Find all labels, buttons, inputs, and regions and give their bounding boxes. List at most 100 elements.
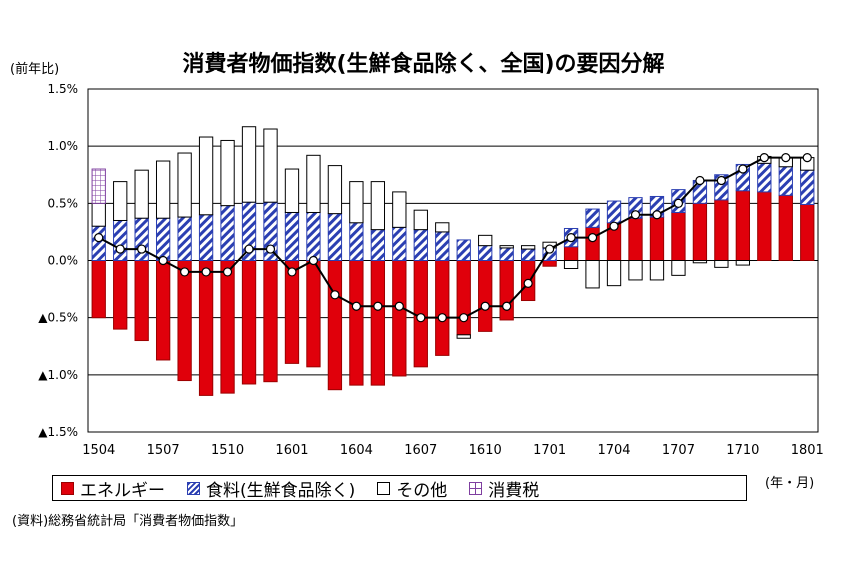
food-bar [284, 211, 300, 261]
cpi-line [94, 153, 812, 323]
y-tick-label: 1.0% [48, 139, 79, 153]
cpi-marker [652, 210, 662, 220]
food-bar [306, 211, 321, 261]
food-bar [456, 239, 471, 261]
energy-bar [456, 260, 471, 336]
other-bar [649, 260, 665, 281]
cpi-marker [244, 244, 254, 254]
legend-swatch-tax [469, 481, 483, 495]
cpi-marker [222, 267, 233, 277]
cpi-marker [330, 290, 340, 300]
energy-bar [585, 226, 600, 262]
cpi-marker [308, 255, 319, 266]
energy-bar [735, 190, 751, 261]
other-bar [714, 260, 729, 268]
energy-bar [692, 202, 708, 261]
axes: 1.5% 1.0% 0.5% 0.0% ▲0.5% ▲1.0% ▲1.5% 1504 1507 1… [38, 82, 824, 458]
other-bar [263, 128, 278, 203]
x-tick-label: 1604 [340, 443, 373, 458]
cpi-line-path [98, 156, 808, 319]
x-tick-label: 1701 [533, 443, 566, 458]
legend-item-tax: 消費税 [469, 476, 539, 501]
food-bar [392, 226, 407, 262]
food-bar [757, 162, 772, 193]
cpi-marker [94, 233, 104, 243]
cpi-marker [394, 301, 404, 311]
other-bar [91, 202, 106, 227]
cpi-marker [566, 233, 576, 243]
grid-lines [88, 88, 818, 433]
food-bar [606, 200, 622, 224]
cpi-marker [738, 164, 748, 174]
cpi-marker [201, 267, 211, 277]
other-bar [241, 126, 257, 203]
cpi-marker [115, 244, 125, 254]
legend-item-energy: エネルギー [61, 476, 165, 501]
cpi-marker [695, 175, 705, 186]
energy-bar [370, 260, 386, 386]
food-bar [198, 214, 214, 261]
food-bar [370, 229, 386, 262]
energy-bar [649, 216, 665, 261]
energy-bar [327, 260, 343, 391]
food-bar [499, 247, 514, 262]
cpi-marker [802, 153, 812, 163]
energy-bar [563, 246, 579, 261]
food-bar [155, 217, 171, 262]
other-bar [306, 154, 321, 213]
cpi-marker [265, 244, 276, 254]
legend-label-other: その他 [396, 480, 448, 501]
other-bar [392, 191, 407, 228]
y-axis-unit-label: (前年比) [10, 62, 60, 77]
energy-bar [478, 260, 493, 332]
food-bar [520, 248, 536, 261]
legend-item-food: 食料(生鮮食品除く) [187, 476, 355, 501]
x-tick-label: 1504 [82, 443, 115, 458]
food-bar [177, 216, 192, 261]
cpi-marker [545, 244, 555, 254]
legend-swatch-other [377, 481, 391, 495]
other-bar [520, 245, 536, 250]
other-bar [606, 260, 622, 287]
other-bar [327, 165, 343, 215]
cpi-marker [416, 313, 426, 323]
cpi-marker [287, 267, 297, 277]
chart-title: 消費者物価指数(生鮮食品除く、全国)の要因分解 [182, 52, 665, 77]
other-bar [435, 222, 450, 233]
other-bar [585, 260, 600, 289]
y-tick-label: 1.5% [48, 82, 79, 96]
energy-bar [435, 260, 450, 356]
cpi-marker [716, 175, 726, 186]
x-axis-unit-label: (年・月) [765, 476, 815, 491]
cpi-marker [137, 244, 147, 254]
cpi-marker [781, 153, 791, 163]
y-tick-label: ▲1.5% [38, 425, 78, 439]
other-bar [499, 245, 514, 249]
food-bar [778, 166, 793, 196]
legend-label-food: 食料(生鮮食品除く) [206, 480, 356, 501]
other-bar [177, 152, 192, 218]
food-bar [800, 169, 815, 205]
cpi-marker [630, 210, 641, 220]
cpi-marker [180, 267, 190, 277]
legend-label-energy: エネルギー [80, 480, 165, 501]
other-bar [134, 169, 149, 219]
food-bar [91, 225, 106, 261]
cpi-marker [459, 313, 469, 323]
y-tick-label: 0.0% [48, 254, 79, 268]
food-bar [413, 229, 428, 262]
other-bar [563, 260, 579, 270]
energy-bar [628, 217, 643, 262]
energy-bar [134, 260, 149, 342]
energy-bar [499, 260, 514, 321]
food-bar [585, 208, 600, 228]
other-bar [478, 234, 493, 247]
tax-bar [91, 168, 106, 204]
cpi-marker [759, 153, 769, 163]
other-bar [349, 181, 364, 224]
other-bar [628, 260, 643, 281]
energy-bar [241, 260, 257, 385]
other-bar [284, 168, 300, 213]
other-bar [735, 260, 751, 266]
x-tick-label: 1704 [597, 443, 630, 458]
